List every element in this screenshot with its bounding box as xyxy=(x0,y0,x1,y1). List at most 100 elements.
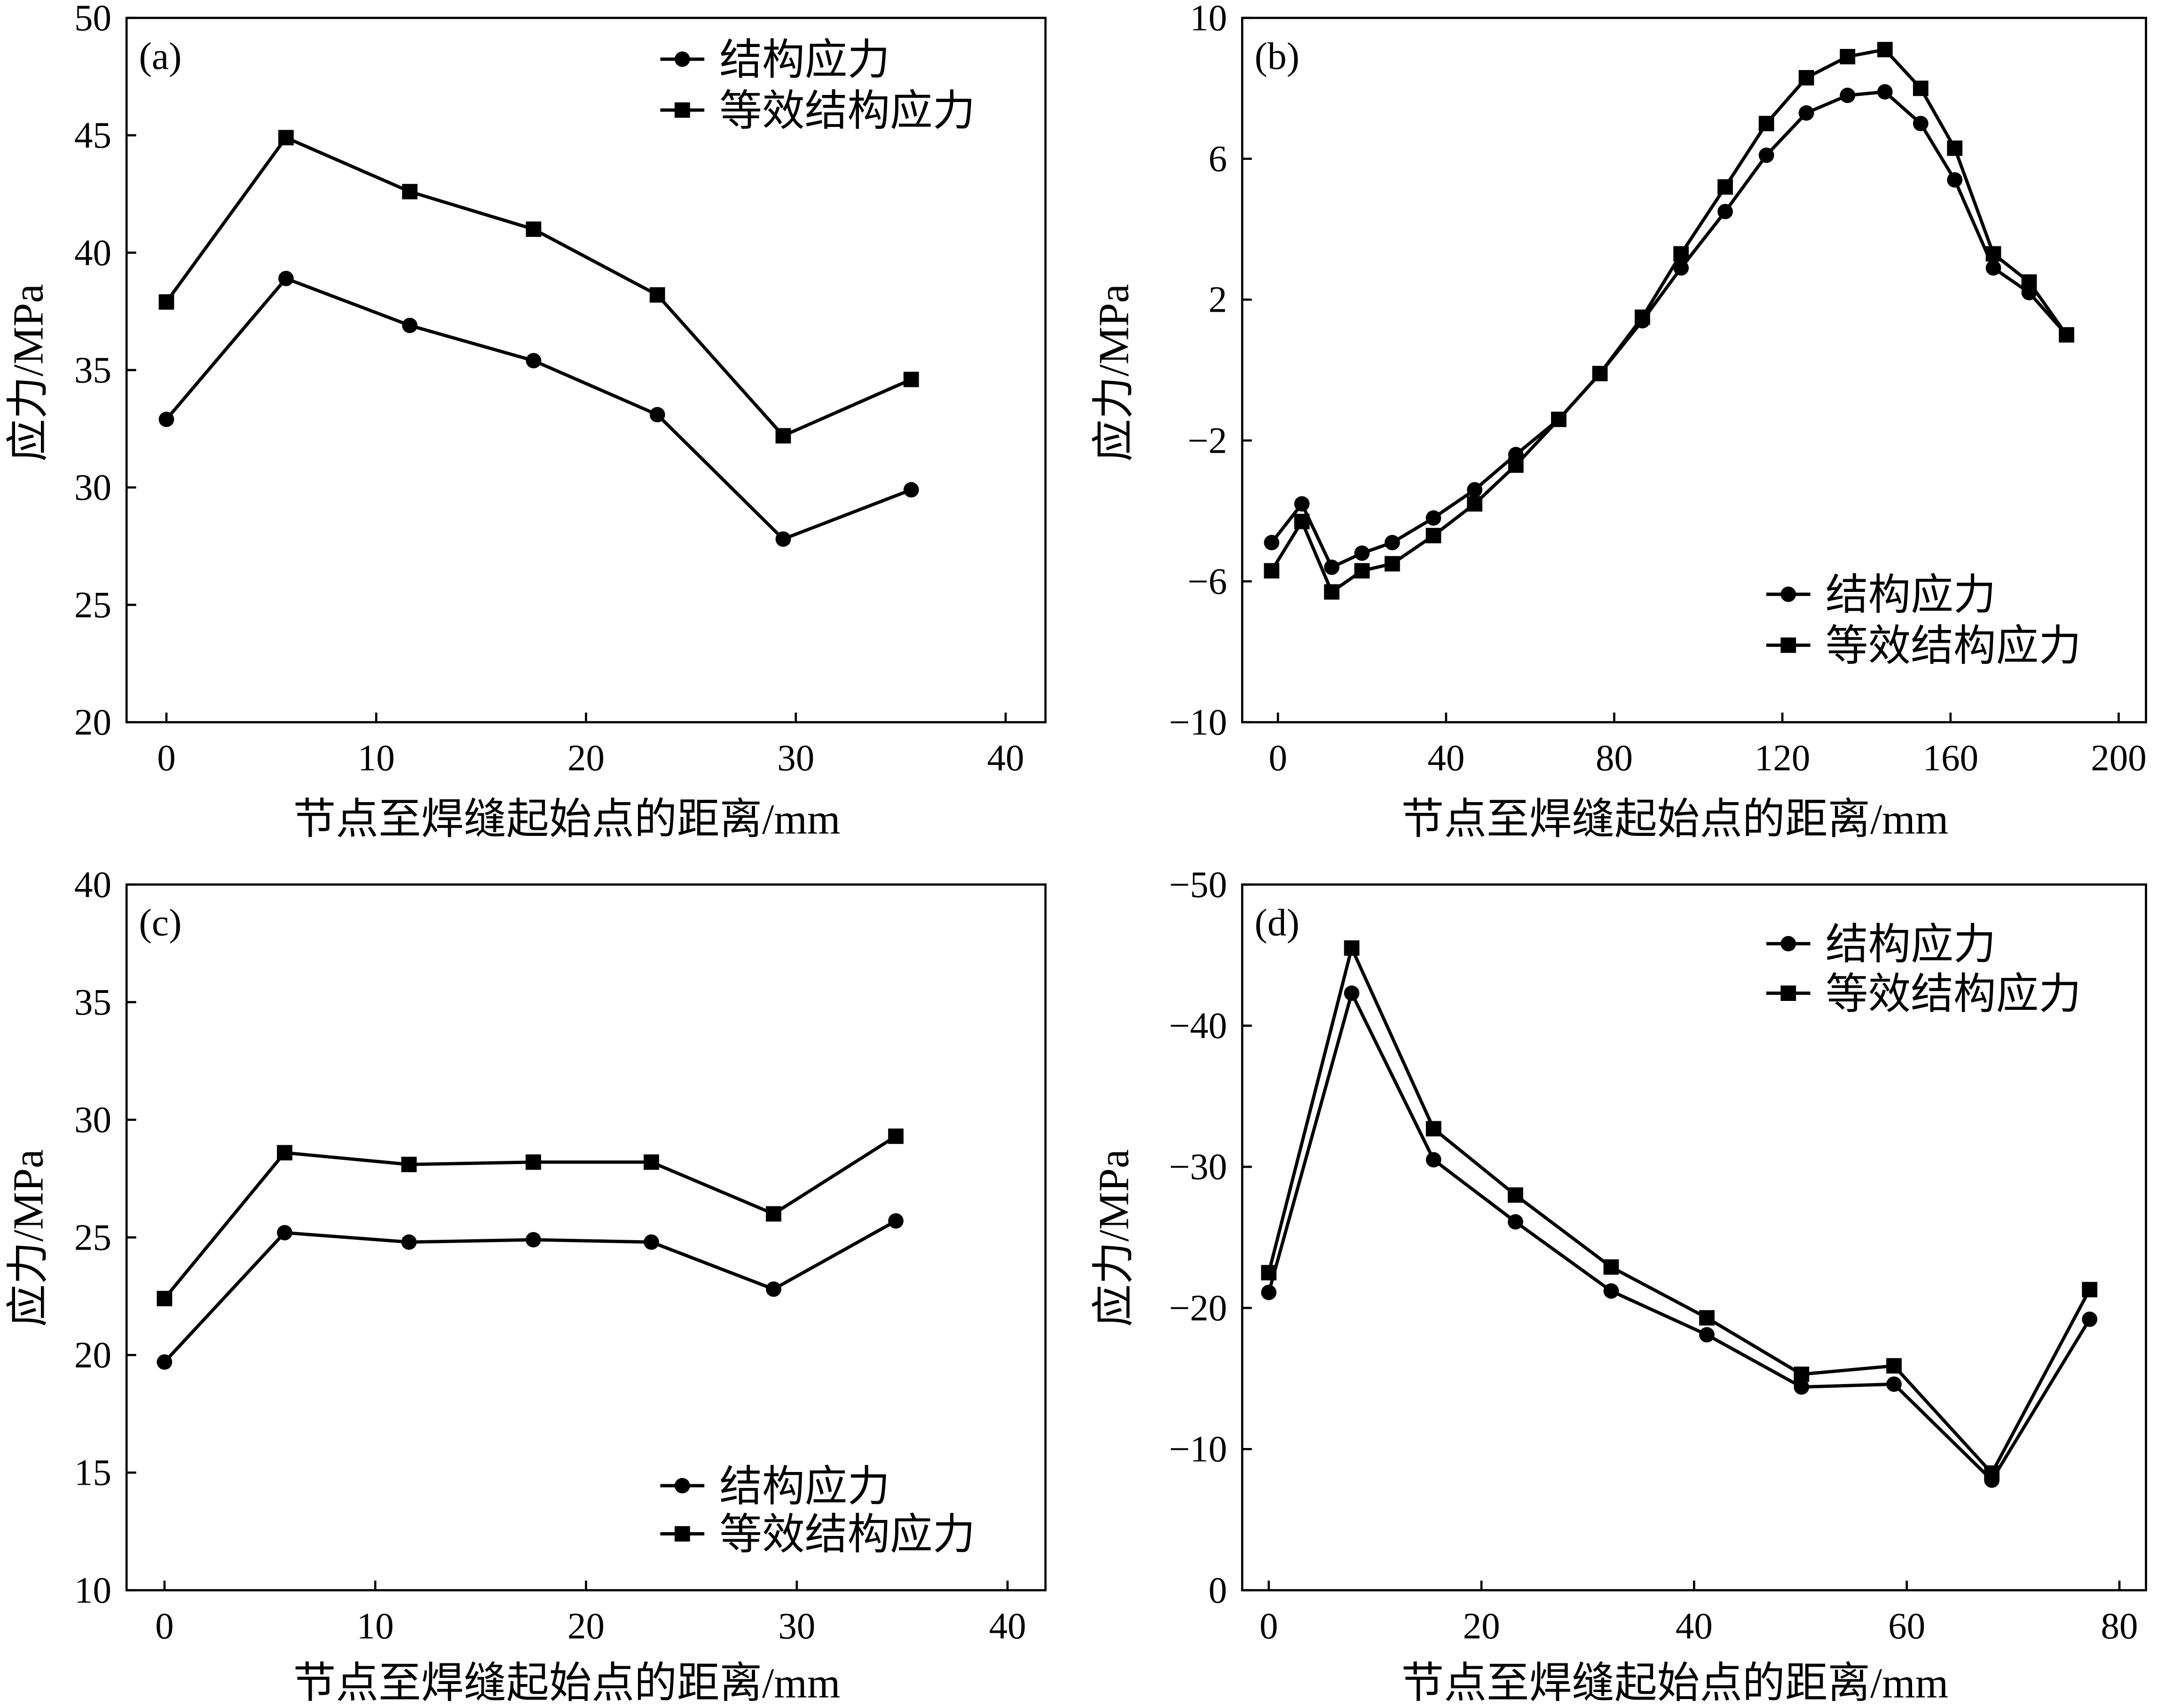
x-tick-label: 10 xyxy=(358,738,395,779)
data-point-equivalent-structural-stress xyxy=(1673,246,1689,262)
series-line-structural-stress xyxy=(1270,90,2068,569)
panel-label: (b) xyxy=(1255,34,1300,77)
data-point-structural-stress xyxy=(1467,482,1483,498)
x-tick-label: 20 xyxy=(567,1606,605,1647)
x-tick-label: 160 xyxy=(1923,738,1979,779)
x-tick-label: 0 xyxy=(1260,1606,1278,1647)
data-point-equivalent-structural-stress xyxy=(1385,556,1400,572)
data-point-structural-stress xyxy=(1699,1327,1715,1343)
data-point-equivalent-structural-stress xyxy=(1699,1310,1715,1326)
legend-circle-icon xyxy=(1780,936,1796,952)
x-axis-label: 节点至焊缝起始点的距离/mm xyxy=(293,795,841,843)
y-tick-label: 35 xyxy=(74,350,111,391)
x-tick-label: 20 xyxy=(567,738,605,779)
panel-label: (c) xyxy=(139,901,182,944)
y-tick-label: −20 xyxy=(1169,1288,1227,1329)
data-point-structural-stress xyxy=(277,1225,292,1241)
y-tick-label: 15 xyxy=(74,1453,111,1494)
x-tick-label: 40 xyxy=(987,738,1024,779)
data-point-equivalent-structural-stress xyxy=(1425,527,1441,543)
data-point-structural-stress xyxy=(1798,105,1814,121)
data-point-structural-stress xyxy=(402,317,418,333)
y-tick-label: 20 xyxy=(74,702,111,743)
y-axis-label: 应力/MPa xyxy=(5,1149,52,1327)
data-point-structural-stress xyxy=(1794,1379,1810,1395)
y-tick-label: 45 xyxy=(74,115,111,156)
data-point-structural-stress xyxy=(1913,116,1929,132)
data-point-structural-stress xyxy=(644,1234,659,1250)
x-tick-label: 80 xyxy=(2101,1606,2138,1647)
data-point-structural-stress xyxy=(526,1232,541,1248)
y-tick-label: −6 xyxy=(1188,561,1227,602)
data-point-structural-stress xyxy=(1947,172,1963,188)
series-line-structural-stress xyxy=(165,276,912,541)
x-axis-label: 节点至焊缝起始点的距离/mm xyxy=(293,1660,841,1707)
data-point-structural-stress xyxy=(1985,260,2001,276)
data-point-structural-stress xyxy=(1840,87,1856,103)
data-point-equivalent-structural-stress xyxy=(2082,1282,2098,1298)
y-tick-label: 50 xyxy=(74,0,111,39)
data-point-structural-stress xyxy=(775,531,791,547)
data-point-structural-stress xyxy=(157,1354,173,1370)
data-point-equivalent-structural-stress xyxy=(1794,1366,1810,1382)
y-tick-label: 25 xyxy=(74,585,111,626)
panel-label: (a) xyxy=(139,34,182,77)
x-tick-label: 10 xyxy=(357,1606,394,1647)
legend-circle-icon xyxy=(1780,586,1796,602)
data-point-equivalent-structural-stress xyxy=(1840,49,1856,64)
y-tick-label: 40 xyxy=(74,233,111,274)
y-tick-label: 20 xyxy=(74,1335,111,1376)
data-point-equivalent-structural-stress xyxy=(644,1154,659,1170)
y-tick-label: 35 xyxy=(74,982,111,1023)
data-point-structural-stress xyxy=(1758,147,1774,163)
data-point-equivalent-structural-stress xyxy=(903,371,919,387)
x-tick-label: 30 xyxy=(777,738,814,779)
plot-frame xyxy=(125,16,1047,724)
x-axis-label: 节点至焊缝起始点的距离/mm xyxy=(1401,795,1949,843)
data-point-equivalent-structural-stress xyxy=(1913,80,1929,96)
y-tick-label: −50 xyxy=(1169,865,1227,905)
legend-square-icon xyxy=(674,1526,690,1542)
x-tick-label: 40 xyxy=(1676,1606,1713,1647)
data-point-structural-stress xyxy=(1886,1376,1902,1392)
data-point-structural-stress xyxy=(1294,496,1310,512)
data-point-equivalent-structural-stress xyxy=(1354,563,1370,579)
x-axis-label: 节点至焊缝起始点的距离/mm xyxy=(1401,1660,1949,1707)
y-tick-label: −2 xyxy=(1188,420,1227,461)
y-tick-label: 40 xyxy=(74,865,111,905)
data-point-equivalent-structural-stress xyxy=(1592,366,1608,382)
x-tick-label: 0 xyxy=(155,1606,174,1647)
data-point-equivalent-structural-stress xyxy=(1947,140,1963,156)
data-point-equivalent-structural-stress xyxy=(402,184,418,199)
data-point-equivalent-structural-stress xyxy=(1294,513,1310,529)
data-point-equivalent-structural-stress xyxy=(1877,42,1893,57)
data-point-structural-stress xyxy=(888,1213,904,1229)
data-point-equivalent-structural-stress xyxy=(2059,327,2074,343)
data-point-equivalent-structural-stress xyxy=(277,1145,292,1161)
data-point-equivalent-structural-stress xyxy=(1324,584,1340,600)
legend-label-structural-stress: 结构应力 xyxy=(1826,921,1996,968)
legend-square-icon xyxy=(1780,637,1796,653)
y-tick-label: 10 xyxy=(1190,0,1227,39)
y-tick-label: −10 xyxy=(1169,1429,1227,1470)
data-point-structural-stress xyxy=(2082,1311,2098,1327)
data-point-structural-stress xyxy=(1344,985,1360,1001)
data-point-equivalent-structural-stress xyxy=(2021,274,2037,290)
x-tick-label: 30 xyxy=(778,1606,815,1647)
data-point-structural-stress xyxy=(1508,1214,1523,1230)
data-point-equivalent-structural-stress xyxy=(1264,563,1280,579)
x-tick-label: 40 xyxy=(989,1606,1026,1647)
plot-frame xyxy=(125,883,1047,1591)
data-point-equivalent-structural-stress xyxy=(1635,309,1650,325)
x-tick-label: 200 xyxy=(2091,738,2147,779)
data-point-equivalent-structural-stress xyxy=(649,287,665,303)
data-point-structural-stress xyxy=(766,1281,781,1297)
data-point-structural-stress xyxy=(1717,204,1733,220)
data-point-equivalent-structural-stress xyxy=(775,428,791,444)
data-point-equivalent-structural-stress xyxy=(1508,457,1524,473)
data-point-structural-stress xyxy=(1385,535,1400,551)
data-point-equivalent-structural-stress xyxy=(526,1154,541,1170)
y-tick-label: 2 xyxy=(1209,280,1228,321)
